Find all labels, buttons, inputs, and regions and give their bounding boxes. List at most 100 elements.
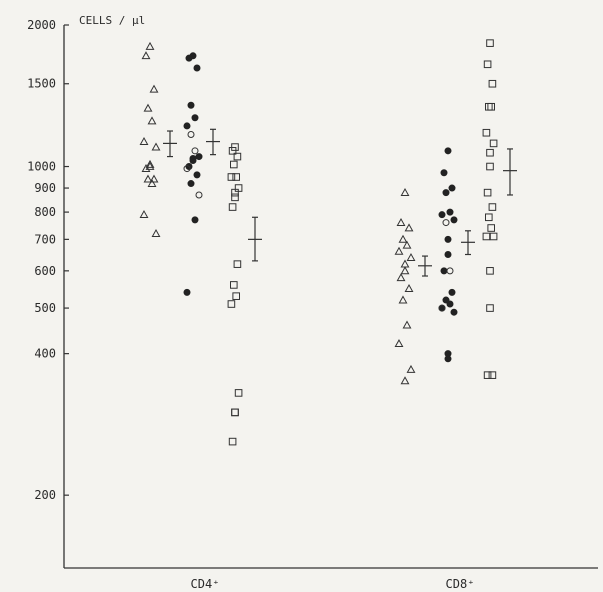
data-point-triangle <box>400 376 410 385</box>
data-point-square <box>486 304 494 312</box>
data-point-filled-circle <box>183 288 191 296</box>
axes: CELLS / µl <box>63 14 598 569</box>
data-point-filled-circle <box>187 180 195 188</box>
data-point-triangle <box>406 253 416 262</box>
x-categories: CD4⁺ CD8⁺ <box>191 577 475 591</box>
data-point-filled-circle <box>191 114 199 122</box>
data-point-triangle <box>396 217 406 226</box>
data-point-filled-circle <box>183 122 191 130</box>
data-point-triangle <box>141 51 151 60</box>
data-point-square <box>485 102 493 111</box>
data-point-triangle <box>141 163 151 172</box>
data-point-square <box>231 188 239 197</box>
data-point-square <box>486 267 494 275</box>
data-point-square <box>485 213 493 222</box>
data-point-triangle <box>149 84 159 93</box>
y-tick-label: 1000 <box>27 160 56 174</box>
data-point-square <box>483 188 492 197</box>
data-point-triangle <box>398 295 408 304</box>
data-point-triangle <box>404 223 414 232</box>
data-point-open-circle <box>183 165 191 173</box>
data-point-triangle <box>139 210 149 219</box>
data-point-filled-circle <box>444 355 452 363</box>
y-ticks: 2000 1500 1000 900 800 700 600 500 400 200 <box>27 18 69 502</box>
data-point-filled-circle <box>187 101 195 109</box>
data-point-filled-circle <box>195 153 203 161</box>
data-point-triangle <box>400 188 410 197</box>
data-point-square <box>486 148 494 157</box>
data-point-triangle <box>147 178 157 187</box>
data-point-filled-circle <box>448 184 456 192</box>
data-point-triangle <box>396 273 406 282</box>
data-point-square <box>487 224 495 232</box>
data-point-square <box>230 281 238 289</box>
data-point-triangle <box>143 174 153 183</box>
data-point-triangle <box>145 41 155 50</box>
data-point-open-circle <box>191 147 199 155</box>
data-point-triangle <box>400 266 410 275</box>
data-points <box>139 39 498 446</box>
data-point-triangle <box>402 240 412 249</box>
data-point-open-circle <box>442 219 450 227</box>
y-tick-label: 200 <box>34 488 56 502</box>
data-point-filled-circle <box>440 169 448 177</box>
data-point-square <box>231 408 239 417</box>
data-point-square <box>227 300 236 308</box>
data-point-square <box>489 139 498 148</box>
data-point-filled-circle <box>193 171 201 179</box>
data-point-triangle <box>404 283 414 292</box>
data-point-triangle <box>151 142 161 151</box>
y-tick-label: 400 <box>34 347 56 361</box>
data-point-square <box>228 437 237 446</box>
data-point-open-circle <box>446 267 454 275</box>
y-tick-label: 800 <box>34 205 56 219</box>
data-point-filled-circle <box>442 189 450 197</box>
data-point-square <box>234 389 243 397</box>
data-point-open-circle <box>195 191 203 199</box>
data-point-square <box>230 160 238 169</box>
data-point-triangle <box>147 116 157 125</box>
y-tick-label: 600 <box>34 264 56 278</box>
data-point-square <box>486 39 494 47</box>
data-point-filled-circle <box>191 216 199 224</box>
data-point-square <box>486 162 494 171</box>
data-point-filled-circle <box>189 156 197 164</box>
data-point-triangle <box>139 136 149 145</box>
data-point-filled-circle <box>193 64 201 72</box>
data-point-square <box>233 260 242 268</box>
y-tick-label: 700 <box>34 232 56 246</box>
data-point-filled-circle <box>446 300 454 308</box>
data-point-triangle <box>149 174 159 183</box>
data-point-filled-circle <box>444 147 452 155</box>
data-point-filled-circle <box>185 54 193 62</box>
data-point-square <box>488 371 497 379</box>
data-point-triangle <box>398 234 408 243</box>
data-point-filled-circle <box>440 267 448 275</box>
data-point-filled-circle <box>444 235 452 243</box>
data-point-triangle <box>400 259 410 268</box>
data-point-filled-circle <box>444 250 452 258</box>
data-point-square <box>488 79 497 88</box>
y-tick-label: 2000 <box>27 18 56 32</box>
data-point-square <box>231 193 239 202</box>
x-category-label: CD8⁺ <box>446 577 475 591</box>
data-point-open-circle <box>187 130 195 138</box>
data-point-filled-circle <box>448 288 456 296</box>
data-point-square <box>482 232 491 241</box>
data-point-square <box>483 371 492 379</box>
data-point-triangle <box>402 320 412 329</box>
data-point-filled-circle <box>450 216 458 224</box>
error-bars <box>163 128 517 277</box>
data-point-square <box>482 128 491 137</box>
data-point-triangle <box>394 339 404 348</box>
data-point-square <box>228 203 237 211</box>
data-point-square <box>488 203 497 211</box>
data-point-triangle <box>143 103 153 112</box>
data-point-square <box>489 232 498 241</box>
y-tick-label: 900 <box>34 181 56 195</box>
x-category-label: CD4⁺ <box>191 577 220 591</box>
data-point-triangle <box>151 228 161 237</box>
data-point-triangle <box>145 161 155 170</box>
data-point-square <box>227 173 236 181</box>
